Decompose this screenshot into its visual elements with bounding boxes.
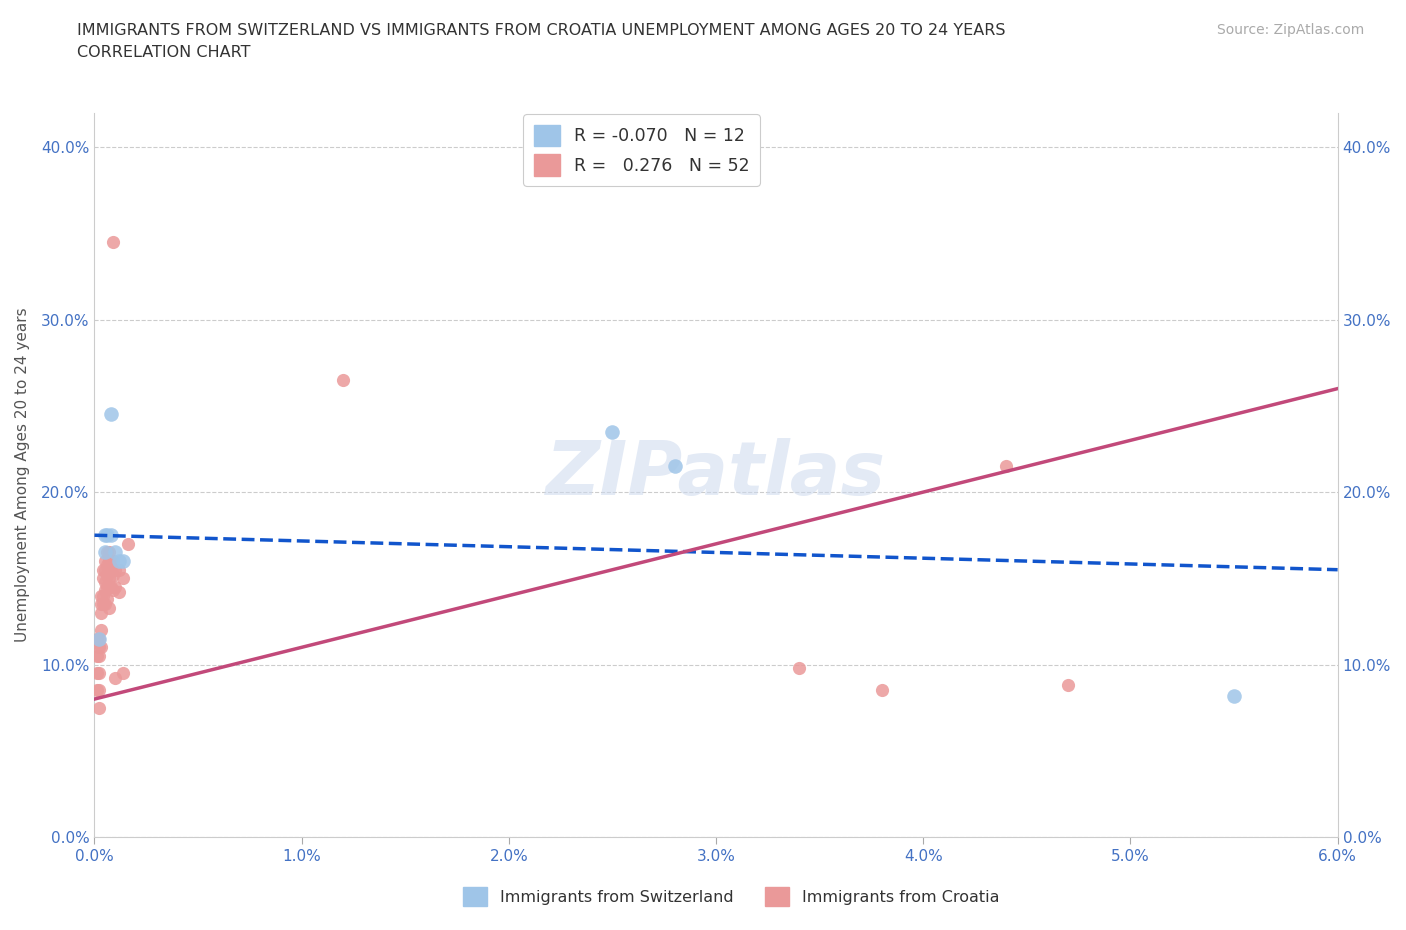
Point xyxy=(94,563,117,578)
Point xyxy=(87,640,110,655)
Point xyxy=(98,571,121,586)
Point xyxy=(98,545,121,560)
Point xyxy=(87,683,110,698)
Point xyxy=(112,553,135,568)
Point xyxy=(91,571,114,586)
Legend: R = -0.070   N = 12, R =   0.276   N = 52: R = -0.070 N = 12, R = 0.276 N = 52 xyxy=(523,114,759,186)
Point xyxy=(96,579,118,594)
Point xyxy=(104,579,127,594)
Point xyxy=(94,583,117,598)
Point xyxy=(94,575,117,590)
Point xyxy=(112,571,135,586)
Point xyxy=(96,567,118,582)
Point xyxy=(98,579,121,594)
Point xyxy=(91,563,114,578)
Point xyxy=(108,553,131,568)
Point xyxy=(98,553,121,568)
Point xyxy=(86,683,108,698)
Point xyxy=(87,631,110,646)
Point xyxy=(86,666,108,681)
Text: Source: ZipAtlas.com: Source: ZipAtlas.com xyxy=(1216,23,1364,37)
Point xyxy=(94,527,117,542)
Point xyxy=(94,545,117,560)
Point xyxy=(87,700,110,715)
Point xyxy=(995,458,1018,473)
Point xyxy=(94,553,117,568)
Point xyxy=(664,458,686,473)
Point xyxy=(101,553,124,568)
Point xyxy=(91,597,114,612)
Point xyxy=(787,660,810,675)
Y-axis label: Unemployment Among Ages 20 to 24 years: Unemployment Among Ages 20 to 24 years xyxy=(15,308,30,642)
Point xyxy=(1223,688,1246,703)
Point xyxy=(90,622,112,637)
Point xyxy=(94,597,117,612)
Point xyxy=(108,563,131,578)
Point xyxy=(90,588,112,603)
Point xyxy=(86,648,108,663)
Point xyxy=(100,579,122,594)
Text: ZIPatlas: ZIPatlas xyxy=(546,438,886,512)
Point xyxy=(104,545,127,560)
Point xyxy=(90,640,112,655)
Text: CORRELATION CHART: CORRELATION CHART xyxy=(77,45,250,60)
Point xyxy=(101,234,124,249)
Point xyxy=(90,597,112,612)
Point xyxy=(100,407,122,422)
Point xyxy=(117,537,139,551)
Text: IMMIGRANTS FROM SWITZERLAND VS IMMIGRANTS FROM CROATIA UNEMPLOYMENT AMONG AGES 2: IMMIGRANTS FROM SWITZERLAND VS IMMIGRANT… xyxy=(77,23,1005,38)
Point xyxy=(332,373,354,388)
Point xyxy=(100,563,122,578)
Point xyxy=(98,600,121,615)
Point xyxy=(870,683,893,698)
Point xyxy=(96,591,118,606)
Point xyxy=(108,585,131,600)
Point xyxy=(602,424,624,439)
Point xyxy=(87,648,110,663)
Point xyxy=(86,631,108,646)
Point xyxy=(112,666,135,681)
Point xyxy=(91,588,114,603)
Legend: Immigrants from Switzerland, Immigrants from Croatia: Immigrants from Switzerland, Immigrants … xyxy=(457,881,1005,912)
Point xyxy=(101,583,124,598)
Point xyxy=(101,567,124,582)
Point xyxy=(100,553,122,568)
Point xyxy=(100,527,122,542)
Point xyxy=(96,527,118,542)
Point xyxy=(1057,678,1080,693)
Point xyxy=(90,605,112,620)
Point xyxy=(87,631,110,646)
Point xyxy=(96,545,118,560)
Point xyxy=(104,563,127,578)
Point xyxy=(87,666,110,681)
Point xyxy=(104,671,127,685)
Point xyxy=(96,557,118,572)
